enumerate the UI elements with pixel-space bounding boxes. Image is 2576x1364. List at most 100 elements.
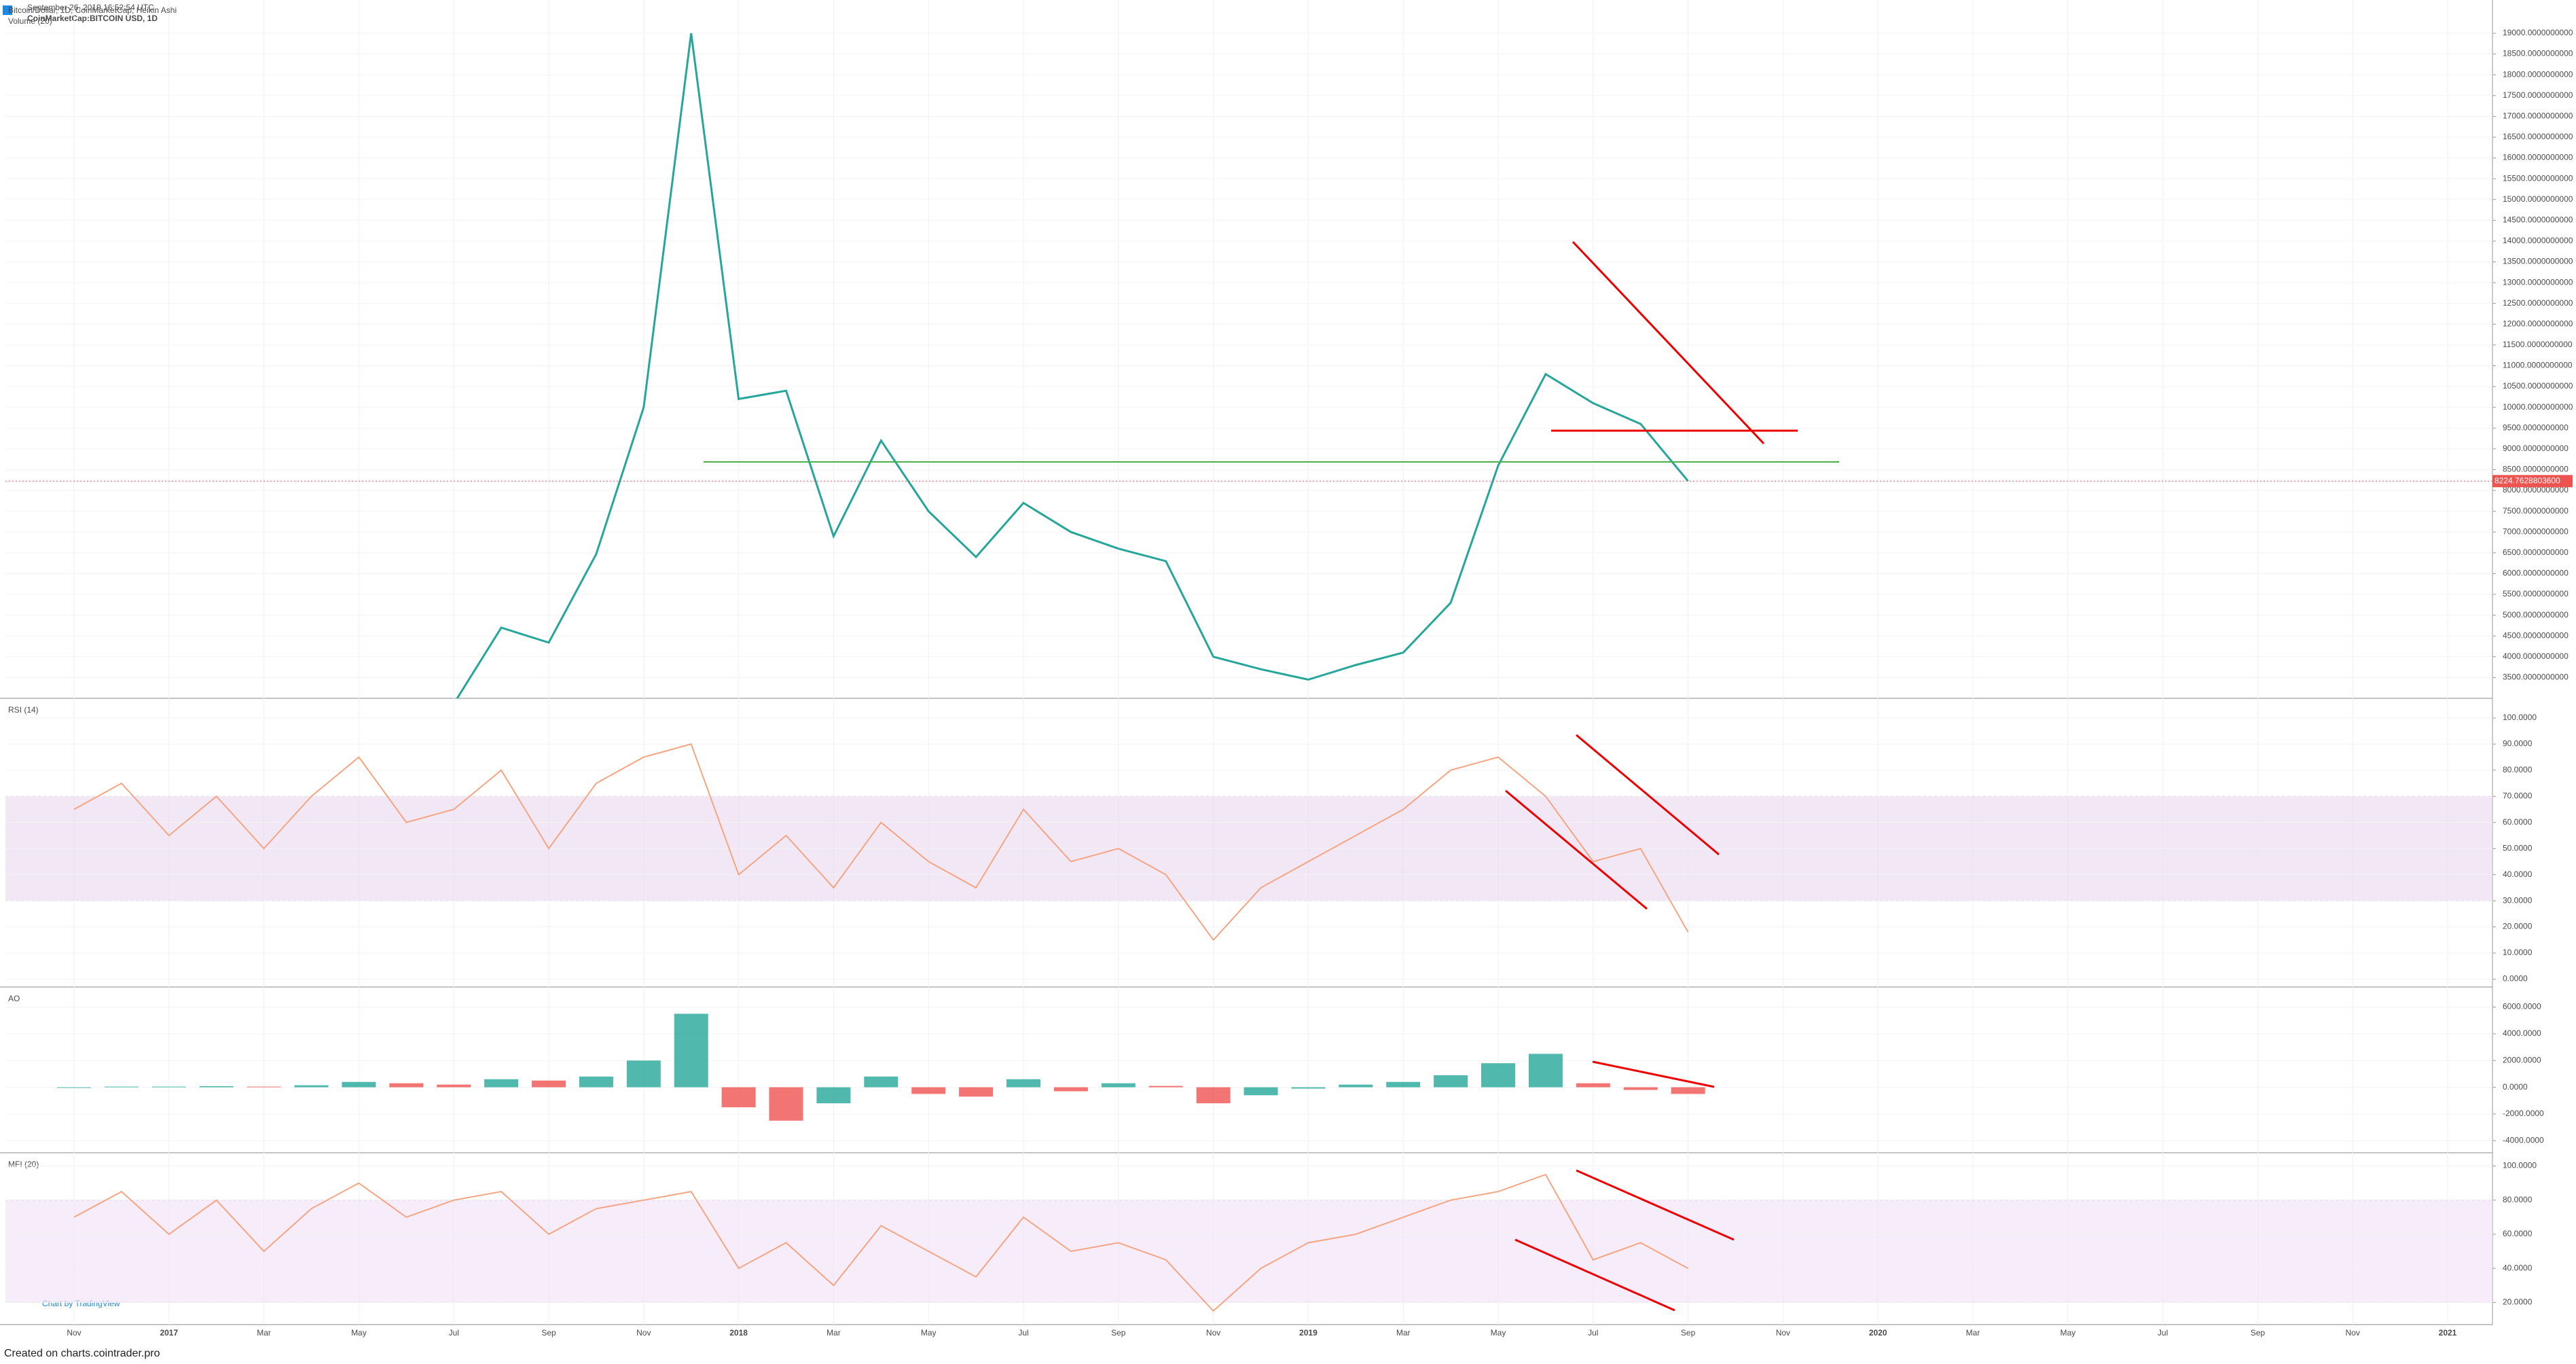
bar <box>389 1083 424 1088</box>
x-tick-label: Jul <box>449 1328 459 1338</box>
y-tick-label: 50.0000 <box>2503 843 2533 852</box>
x-tick-label: Jul <box>1588 1328 1598 1338</box>
y-tick-label: 4000.0000 <box>2503 1028 2541 1038</box>
bar <box>864 1076 899 1088</box>
bar <box>816 1087 851 1104</box>
trend-line <box>1576 734 1720 856</box>
x-tick-label: Nov <box>1206 1328 1220 1338</box>
y-tick-label: 100.0000 <box>2503 1161 2537 1170</box>
y-tick-label: 40.0000 <box>2503 1263 2533 1272</box>
trend-line <box>1592 1060 1715 1088</box>
y-tick-label: 80.0000 <box>2503 765 2533 774</box>
bar <box>1576 1083 1610 1088</box>
x-tick-label: Nov <box>1776 1328 1790 1338</box>
pane-subtitle: Volume (20) <box>8 16 52 26</box>
bar <box>294 1085 329 1088</box>
y-tick-label: -4000.0000 <box>2503 1135 2544 1145</box>
bar <box>1671 1087 1705 1094</box>
pane-title: MFI (20) <box>8 1160 39 1169</box>
y-tick-label: 40.0000 <box>2503 869 2533 879</box>
y-tick-label: 7000.0000000000 <box>2503 526 2569 536</box>
y-tick-label: 90.0000 <box>2503 739 2533 749</box>
series <box>57 1013 1705 1121</box>
y-tick-label: 14000.0000000000 <box>2503 236 2573 245</box>
x-tick-label: Mar <box>827 1328 841 1338</box>
drawings <box>704 240 1839 1312</box>
bar <box>1434 1075 1468 1088</box>
y-tick-label: 6000.0000000000 <box>2503 569 2569 578</box>
bar <box>1148 1085 1183 1088</box>
y-tick-label: 15500.0000000000 <box>2503 173 2573 183</box>
y-tick-label: 10000.0000000000 <box>2503 402 2573 412</box>
y-tick-label: 18500.0000000000 <box>2503 49 2573 58</box>
y-tick-label: 0.0000 <box>2503 974 2528 984</box>
y-tick-label: 6500.0000000000 <box>2503 548 2569 557</box>
y-tick-label: 6000.0000 <box>2503 1002 2541 1011</box>
y-tick-label: 11500.0000000000 <box>2503 340 2573 349</box>
y-tick-label: 70.0000 <box>2503 791 2533 800</box>
x-tick-label: Mar <box>257 1328 271 1338</box>
y-tick-label: 18000.0000000000 <box>2503 69 2573 79</box>
y-tick-label: 13500.0000000000 <box>2503 257 2573 266</box>
x-tick-label: Sep <box>541 1328 556 1338</box>
bar <box>342 1081 376 1088</box>
x-tick-label: May <box>1491 1328 1506 1338</box>
bar <box>911 1087 946 1094</box>
timestamp: September 26, 2019 16:52:54 UTC <box>27 3 154 12</box>
y-tick-label: 5000.0000000000 <box>2503 610 2569 620</box>
x-tick-label: Nov <box>67 1328 81 1338</box>
trend-line <box>1505 789 1648 910</box>
x-tick-label: May <box>351 1328 367 1338</box>
x-tick-label: Jul <box>2158 1328 2168 1338</box>
bar <box>769 1087 803 1121</box>
bar <box>721 1087 756 1108</box>
bar <box>532 1080 566 1088</box>
series <box>73 1173 1689 1312</box>
bar <box>151 1086 186 1088</box>
bar <box>104 1086 139 1088</box>
bar <box>579 1076 613 1088</box>
last-price-box <box>2492 475 2573 488</box>
y-tick-label: 4000.0000000000 <box>2503 651 2569 661</box>
y-tick-label: 10.0000 <box>2503 948 2533 957</box>
y-tick-label: 100.0000 <box>2503 713 2537 722</box>
bar <box>1101 1083 1136 1088</box>
y-tick-label: 60.0000 <box>2503 817 2533 827</box>
x-tick-label: Mar <box>1966 1328 1980 1338</box>
bar <box>1053 1087 1088 1092</box>
band <box>5 1200 2492 1303</box>
line <box>73 1173 1689 1312</box>
line <box>456 33 1689 698</box>
y-tick-label: 17000.0000000000 <box>2503 111 2573 121</box>
y-tick-label: 8000.0000000000 <box>2503 485 2569 495</box>
y-tick-label: 8500.0000000000 <box>2503 465 2569 474</box>
y-tick-label: 3500.0000000000 <box>2503 672 2569 682</box>
symbol: CoinMarketCap:BITCOIN USD, 1D <box>27 14 158 23</box>
bar <box>674 1013 708 1088</box>
series <box>456 33 1689 698</box>
x-tick-label: Mar <box>1396 1328 1411 1338</box>
y-tick-label: 17500.0000000000 <box>2503 90 2573 100</box>
y-tick-label: 16000.0000000000 <box>2503 153 2573 162</box>
x-tick-label: Nov <box>2346 1328 2360 1338</box>
bar <box>484 1079 519 1088</box>
y-tick-label: 13000.0000000000 <box>2503 277 2573 287</box>
y-tick-label: 4500.0000000000 <box>2503 630 2569 640</box>
y-tick-label: 7500.0000000000 <box>2503 506 2569 516</box>
x-tick-label: 2017 <box>160 1328 178 1338</box>
bar <box>626 1060 661 1088</box>
bar <box>1339 1084 1373 1088</box>
y-tick-label: 5500.0000000000 <box>2503 589 2569 598</box>
y-tick-label: 14500.0000000000 <box>2503 215 2573 224</box>
line <box>73 743 1689 941</box>
bar <box>1244 1087 1278 1096</box>
y-tick-label: 12000.0000000000 <box>2503 319 2573 328</box>
pane-title: Bitcoin/Dollar, 1D, CoinMarketCap, Heiki… <box>8 5 177 15</box>
bar <box>247 1086 281 1088</box>
x-tick-label: Sep <box>1681 1328 1696 1338</box>
last-price-label: 8224.7628803600 <box>2495 475 2560 485</box>
x-tick-label: 2020 <box>1869 1328 1887 1338</box>
y-tick-label: 60.0000 <box>2503 1229 2533 1238</box>
bar <box>1528 1054 1563 1088</box>
